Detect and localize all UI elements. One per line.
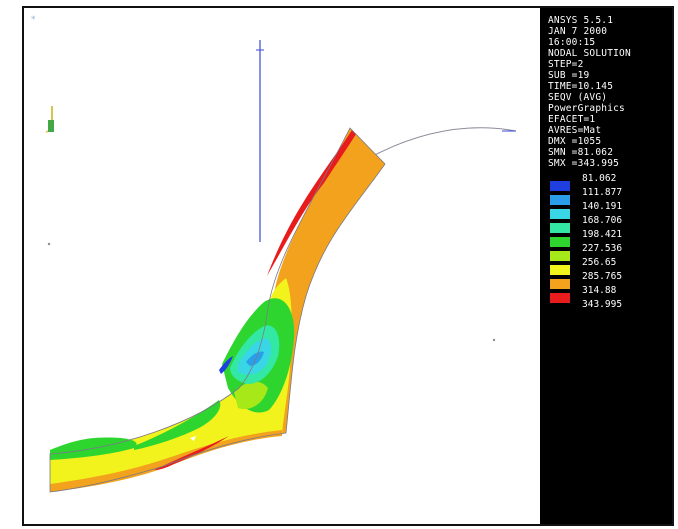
graphics-window: *: [22, 6, 674, 526]
legend-header-line: STEP=2: [548, 59, 584, 70]
legend-header-line: JAN 7 2000: [548, 26, 608, 37]
legend-header-line: DMX =1055: [548, 136, 602, 147]
legend-header-line: 16:00:15: [548, 37, 596, 48]
contour-level-label: 227.536: [582, 243, 623, 254]
legend-header-line: PowerGraphics: [548, 103, 625, 114]
contour-color-swatch: [550, 195, 570, 205]
contour-color-swatch: [550, 251, 570, 261]
contour-color-swatch: [550, 237, 570, 247]
contour-level-label: 314.88: [582, 285, 617, 296]
legend-header-line: SEQV (AVG): [548, 92, 608, 103]
contour-color-swatch: [550, 209, 570, 219]
contour-level-label: 198.421: [582, 229, 623, 240]
legend-header-line: SUB =19: [548, 70, 590, 81]
contour-color-swatch: [550, 279, 570, 289]
contour-level-label: 285.765: [582, 271, 623, 282]
contour-level-label: 168.706: [582, 215, 623, 226]
legend-header-line: ANSYS 5.5.1: [548, 15, 614, 26]
axis-triad-icon: [45, 106, 54, 133]
contour-level-label: 111.877: [582, 187, 623, 198]
legend-header-line: SMN =81.062: [548, 147, 614, 158]
contour-band-red-upper: [267, 130, 356, 276]
legend-header-line: AVRES=Mat: [548, 125, 602, 136]
legend-panel: ANSYS 5.5.1 JAN 7 2000 16:00:15 NODAL SOLUT…: [540, 8, 672, 524]
contour-color-swatch: [550, 265, 570, 275]
contour-band-red-lower: [154, 436, 229, 470]
contour-level-label: 81.062: [582, 173, 617, 184]
contour-color-swatch: [550, 293, 570, 303]
contour-level-label: 343.995: [582, 299, 623, 310]
contour-band-yellow: [50, 278, 292, 490]
strip-outline: [49, 127, 386, 493]
punch-profile-arc: [368, 127, 517, 159]
contour-level-label: 140.191: [582, 201, 623, 212]
legend-header-line: EFACET=1: [548, 114, 596, 125]
legend-header-line: SMX =343.995: [548, 158, 620, 169]
contour-band-blue: [219, 356, 233, 374]
legend-header-line: NODAL SOLUTION: [548, 48, 631, 59]
contour-color-swatch: [550, 223, 570, 233]
corner-marker: *: [31, 15, 36, 25]
contour-plot: *: [31, 15, 517, 493]
legend-header-line: TIME=10.145: [548, 81, 614, 92]
contour-level-label: 256.65: [582, 257, 617, 268]
contour-color-swatch: [550, 181, 570, 191]
contour-band-green: [50, 437, 137, 460]
